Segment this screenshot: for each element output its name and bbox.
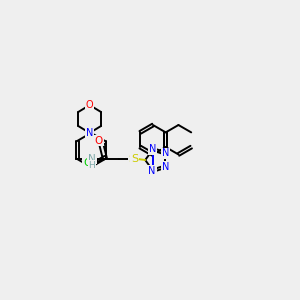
Text: O: O bbox=[95, 136, 103, 146]
Text: S: S bbox=[131, 154, 139, 164]
Text: N: N bbox=[162, 162, 169, 172]
Text: N: N bbox=[162, 148, 169, 158]
Text: H: H bbox=[88, 160, 95, 169]
Text: N: N bbox=[88, 154, 96, 164]
Text: N: N bbox=[149, 166, 157, 176]
Text: O: O bbox=[86, 100, 94, 110]
Text: N: N bbox=[149, 144, 157, 154]
Text: N: N bbox=[86, 128, 93, 138]
Text: S: S bbox=[128, 154, 136, 164]
Text: Cl: Cl bbox=[83, 158, 93, 168]
Text: N: N bbox=[148, 166, 155, 176]
